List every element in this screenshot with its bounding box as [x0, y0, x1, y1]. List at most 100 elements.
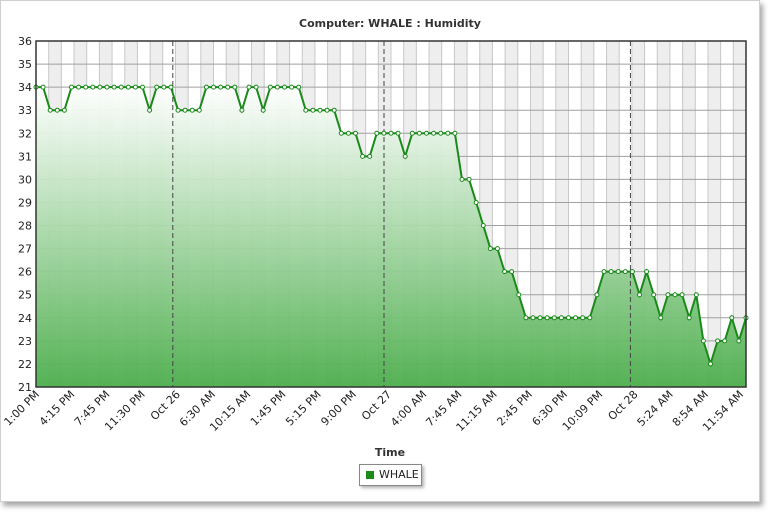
data-point[interactable] — [83, 84, 89, 90]
data-point[interactable] — [409, 130, 415, 136]
data-point[interactable] — [573, 315, 579, 321]
data-point[interactable] — [644, 269, 650, 275]
data-point[interactable] — [502, 269, 508, 275]
data-point[interactable] — [147, 107, 153, 113]
data-point[interactable] — [416, 130, 422, 136]
data-point[interactable] — [388, 130, 394, 136]
data-point[interactable] — [637, 292, 642, 298]
data-point[interactable] — [473, 199, 479, 205]
data-point[interactable] — [317, 107, 323, 113]
data-point[interactable] — [551, 315, 557, 321]
data-point[interactable] — [558, 315, 564, 321]
data-point[interactable] — [665, 292, 671, 298]
data-point[interactable] — [61, 107, 67, 113]
data-point[interactable] — [175, 107, 181, 113]
data-point[interactable] — [679, 292, 685, 298]
data-point[interactable] — [253, 84, 259, 90]
data-point[interactable] — [480, 223, 486, 229]
data-point[interactable] — [168, 84, 174, 90]
data-point[interactable] — [658, 315, 664, 321]
data-point[interactable] — [587, 315, 593, 321]
data-point[interactable] — [225, 84, 231, 90]
data-point[interactable] — [140, 84, 145, 90]
data-point[interactable] — [615, 269, 621, 275]
data-point[interactable] — [537, 315, 543, 321]
data-point[interactable] — [566, 315, 571, 321]
data-point[interactable] — [523, 315, 529, 321]
data-point[interactable] — [345, 130, 351, 136]
data-point[interactable] — [594, 292, 600, 298]
data-point[interactable] — [544, 315, 550, 321]
data-point[interactable] — [487, 246, 493, 252]
data-point[interactable] — [132, 84, 138, 90]
data-point[interactable] — [40, 84, 46, 90]
data-point[interactable] — [722, 338, 728, 344]
data-point[interactable] — [189, 107, 195, 113]
data-point[interactable] — [651, 292, 657, 298]
data-point[interactable] — [104, 84, 110, 90]
data-point[interactable] — [516, 292, 522, 298]
data-point[interactable] — [424, 130, 429, 136]
data-point[interactable] — [196, 107, 202, 113]
data-point[interactable] — [708, 361, 713, 367]
data-point[interactable] — [466, 176, 472, 182]
data-point[interactable] — [338, 130, 344, 136]
data-point[interactable] — [260, 107, 266, 113]
data-point[interactable] — [495, 246, 500, 252]
data-point[interactable] — [395, 130, 401, 136]
data-point[interactable] — [736, 338, 742, 344]
data-point[interactable] — [125, 84, 131, 90]
data-point[interactable] — [452, 130, 458, 136]
data-point[interactable] — [232, 84, 238, 90]
data-point[interactable] — [367, 153, 373, 159]
data-point[interactable] — [580, 315, 586, 321]
data-point[interactable] — [353, 130, 358, 136]
data-point[interactable] — [331, 107, 337, 113]
data-point[interactable] — [715, 338, 721, 344]
data-point[interactable] — [509, 269, 515, 275]
data-point[interactable] — [360, 153, 366, 159]
data-point[interactable] — [296, 84, 302, 90]
data-point[interactable] — [700, 338, 706, 344]
data-point[interactable] — [303, 107, 309, 113]
data-point[interactable] — [324, 107, 330, 113]
data-point[interactable] — [608, 269, 614, 275]
data-point[interactable] — [239, 107, 245, 113]
data-point[interactable] — [381, 130, 387, 136]
data-point[interactable] — [111, 84, 117, 90]
data-point[interactable] — [282, 84, 287, 90]
data-point[interactable] — [267, 84, 273, 90]
data-point[interactable] — [693, 292, 699, 298]
data-point[interactable] — [69, 84, 74, 90]
data-point[interactable] — [218, 84, 224, 90]
data-point[interactable] — [629, 269, 635, 275]
data-point[interactable] — [374, 130, 380, 136]
data-point[interactable] — [402, 153, 408, 159]
data-point[interactable] — [47, 107, 53, 113]
data-point[interactable] — [686, 315, 692, 321]
data-point[interactable] — [459, 176, 465, 182]
data-point[interactable] — [203, 84, 209, 90]
data-point[interactable] — [211, 84, 216, 90]
data-point[interactable] — [289, 84, 295, 90]
data-point[interactable] — [431, 130, 437, 136]
data-point[interactable] — [246, 84, 252, 90]
data-point[interactable] — [54, 107, 60, 113]
data-point[interactable] — [310, 107, 316, 113]
data-point[interactable] — [182, 107, 188, 113]
data-point[interactable] — [154, 84, 160, 90]
data-point[interactable] — [118, 84, 124, 90]
data-point[interactable] — [530, 315, 536, 321]
data-point[interactable] — [97, 84, 103, 90]
data-point[interactable] — [622, 269, 628, 275]
data-point[interactable] — [601, 269, 607, 275]
data-point[interactable] — [438, 130, 444, 136]
data-point[interactable] — [161, 84, 167, 90]
data-point[interactable] — [672, 292, 678, 298]
data-point[interactable] — [445, 130, 451, 136]
data-point[interactable] — [274, 84, 280, 90]
data-point[interactable] — [76, 84, 82, 90]
legend[interactable]: WHALE — [359, 464, 422, 486]
data-point[interactable] — [729, 315, 735, 321]
data-point[interactable] — [90, 84, 96, 90]
